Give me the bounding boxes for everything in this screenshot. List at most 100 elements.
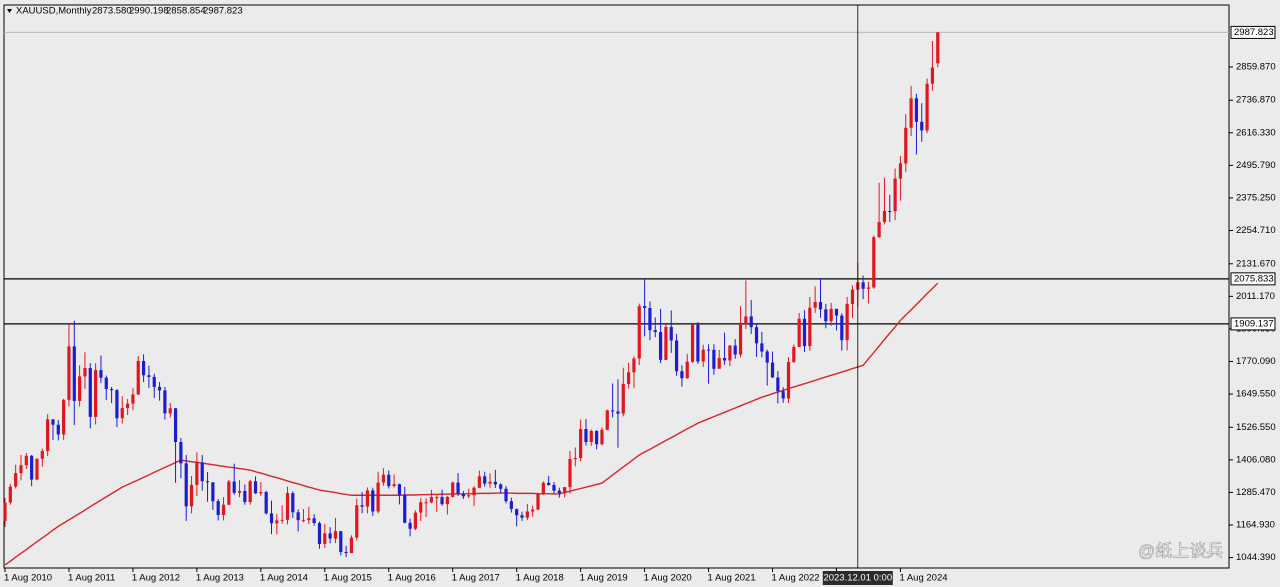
candle-body [738,323,743,355]
candle-body [280,519,284,521]
x-tick-label: 1 Aug 2016 [388,573,436,584]
candle-body [51,419,55,425]
candle-body [413,512,418,529]
candle-body [573,457,577,460]
candle-body [589,430,593,443]
candle-body [792,346,796,363]
candle-body [840,315,844,341]
candle-body [104,377,108,390]
quote-value: 2987.823 [203,6,243,17]
candle-body [808,307,812,347]
candle-body [253,481,258,494]
candle-body [328,533,332,539]
last-price-box [1230,25,1276,39]
candle-body [488,481,492,484]
candle-body [8,486,12,503]
y-tick-label: 2375.250 [1236,192,1276,203]
candle-body [355,505,359,538]
candle-body [754,327,759,344]
candle-body [440,497,444,505]
plot-frame [3,4,1230,569]
candle-body [690,324,695,362]
candle-body [813,302,817,308]
candle-body [834,308,839,316]
candle-body [131,394,135,404]
x-tick-label: 1 Aug 2019 [580,573,628,584]
candle-body [221,504,226,515]
candle-body [611,410,615,412]
candle-body [877,222,881,238]
candle-body [541,482,545,494]
candle-body [653,330,657,333]
candle-body [173,408,178,443]
candle-body [424,502,428,504]
candle-body [781,391,785,399]
candle-body [749,316,753,328]
candle-body [888,210,892,212]
candle-body [776,377,780,392]
candle-body [195,462,199,485]
candle-body [115,390,119,419]
candle-body [387,474,391,487]
candle-body [680,371,684,379]
candle-body [30,455,34,480]
candle-body [579,429,583,458]
candle-body [770,362,775,378]
candle-body [429,497,433,503]
candle-body [760,343,764,352]
candle-body [920,121,924,131]
quote-value: 2858.854 [166,6,206,17]
candle-body [552,484,556,491]
x-tick-label: 1 Aug 2020 [644,573,692,584]
candle-body [184,463,188,507]
candle-body [701,349,705,362]
x-tick-label: 1 Aug 2018 [516,573,564,584]
candle-body [312,518,316,524]
candle-body [403,494,407,523]
y-tick-label: 2859.870 [1236,62,1276,73]
candle-body [419,502,423,513]
candle-body [408,522,412,529]
candle-body [35,458,39,480]
candle-body [515,509,519,516]
candle-body [797,318,801,347]
candle-body [563,487,567,494]
candle-body [637,306,641,359]
candle-body [381,474,386,483]
candle-body [46,419,50,451]
y-tick-label: 1406.080 [1236,454,1276,465]
candle-body [83,367,87,377]
candle-body [467,495,471,497]
candle-body [360,505,364,507]
candle-body [248,481,252,503]
candle-body [898,163,903,179]
candle-body [451,482,455,497]
candle-body [371,490,375,512]
candle-body [504,488,508,502]
candle-body [765,351,769,363]
candle-body [237,490,242,493]
candle-body [264,492,268,514]
candle-body [685,361,689,379]
candle-body [285,493,290,520]
x-tick-label: 1 Aug 2013 [196,573,244,584]
candle-body [520,515,524,518]
quote-value: 2990.198 [129,6,169,17]
candle-body [909,98,913,128]
candle-body [605,410,609,430]
candle-body [157,386,162,391]
y-tick-label: 1649.550 [1236,389,1276,400]
candle-body [584,429,588,443]
candle-body [509,501,513,510]
candle-body [435,497,439,499]
candle-body [94,370,98,417]
candle-body [744,316,748,324]
candle-body [397,484,402,495]
candle-body [536,493,540,510]
candle-body [344,552,348,554]
candle-body [845,303,849,341]
candle-body [850,289,855,304]
candle-body [40,450,44,459]
